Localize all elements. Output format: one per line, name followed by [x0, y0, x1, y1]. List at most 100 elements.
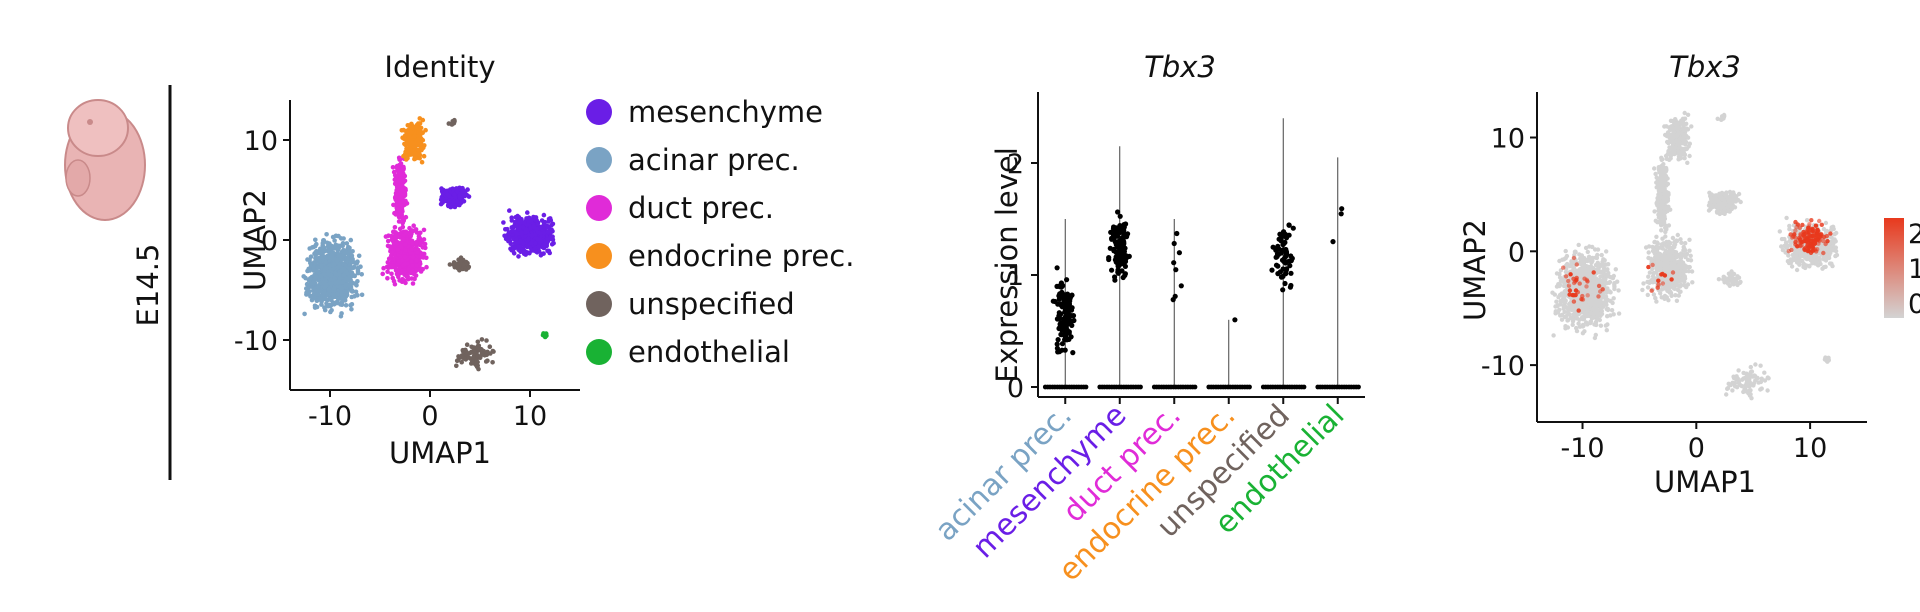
identity-point — [304, 286, 309, 291]
violin-zero-point — [1301, 384, 1307, 390]
identity-point — [519, 230, 524, 236]
legend-label: mesenchyme — [628, 95, 823, 129]
feature-point — [1665, 268, 1671, 273]
identity-point — [352, 281, 357, 286]
identity-point — [410, 228, 415, 233]
identity-point — [398, 161, 404, 166]
identity-point — [311, 264, 317, 270]
feature-point — [1610, 275, 1616, 281]
feature-point — [1574, 315, 1579, 320]
identity-point — [389, 237, 395, 242]
identity-point — [348, 279, 353, 285]
violin-point — [1338, 211, 1344, 217]
feature-point — [1650, 248, 1656, 254]
identity-point — [401, 218, 407, 224]
feature-point — [1676, 293, 1682, 298]
identity-point — [461, 199, 467, 204]
legend-label: duct prec. — [628, 191, 774, 225]
identity-point — [400, 236, 406, 242]
feature-point — [1601, 293, 1606, 298]
feature-point — [1591, 276, 1596, 281]
legend-swatch — [586, 291, 612, 317]
violin-point — [1115, 249, 1121, 255]
identity-point — [458, 261, 463, 267]
identity-point — [422, 241, 428, 247]
identity-point — [312, 290, 317, 296]
violin-points — [1042, 118, 1361, 390]
feature-point — [1655, 199, 1660, 204]
feature-point — [1672, 263, 1677, 268]
identity-point — [412, 144, 418, 150]
identity-point — [397, 156, 403, 162]
identity-point — [535, 221, 540, 227]
identity-point — [398, 176, 403, 181]
identity-point — [551, 241, 556, 246]
violin-point — [1063, 318, 1069, 324]
feature-point — [1666, 241, 1672, 246]
identity-point — [306, 291, 311, 296]
identity-point — [349, 265, 354, 271]
feature-point — [1582, 263, 1587, 268]
identity-point — [417, 236, 423, 242]
identity-point — [520, 224, 526, 230]
identity-point — [349, 273, 354, 279]
legend-label: acinar prec. — [628, 143, 800, 177]
identity-point — [337, 284, 343, 290]
identity-point — [403, 231, 409, 236]
violin-point — [1109, 267, 1115, 273]
feature-point — [1587, 288, 1592, 293]
identity-point — [410, 240, 415, 246]
identity-point — [318, 273, 324, 279]
feature-point — [1593, 310, 1598, 316]
identity-point — [348, 303, 353, 308]
identity-point — [410, 281, 416, 286]
identity-point — [412, 276, 417, 282]
violin-point — [1069, 322, 1075, 328]
feature-point — [1646, 250, 1651, 255]
feature-point — [1599, 307, 1604, 313]
feature-point — [1650, 244, 1655, 250]
identity-point — [314, 241, 319, 247]
feature-point — [1562, 288, 1568, 294]
identity-point — [412, 141, 418, 146]
identity-point — [439, 186, 444, 191]
feature-point — [1675, 287, 1681, 293]
identity-point — [303, 275, 308, 281]
feature-point — [1555, 310, 1561, 315]
identity-point — [332, 275, 338, 281]
identity-point — [418, 125, 424, 131]
identity-point — [468, 350, 473, 356]
feature-point — [1659, 187, 1665, 193]
identity-point — [424, 255, 429, 261]
identity-point — [406, 129, 412, 134]
identity-point — [321, 238, 327, 243]
violin-point — [1282, 280, 1288, 287]
identity-point — [419, 130, 425, 136]
identity-point — [419, 251, 425, 256]
feature-point — [1687, 153, 1692, 159]
identity-point — [413, 227, 419, 232]
identity-point — [341, 273, 347, 278]
feature-point — [1665, 284, 1670, 289]
feature-point — [1643, 245, 1649, 250]
feature-point — [1612, 286, 1617, 292]
identity-point — [385, 238, 391, 244]
identity-point — [415, 250, 421, 255]
feature-point — [1551, 333, 1556, 338]
violin-point — [1121, 233, 1127, 239]
identity-point — [337, 272, 342, 278]
violin-point — [1057, 321, 1063, 327]
identity-point — [420, 266, 426, 272]
feature-point — [1580, 324, 1586, 329]
violin-point — [1288, 282, 1294, 289]
identity-point — [414, 240, 419, 246]
identity-point — [411, 271, 417, 277]
feature-point — [1562, 283, 1567, 289]
feature-point — [1651, 277, 1657, 283]
identity-point — [541, 230, 547, 236]
violin-point — [1171, 260, 1177, 266]
identity-point — [549, 222, 554, 228]
feature-point — [1563, 269, 1569, 275]
identity-point — [336, 252, 342, 258]
